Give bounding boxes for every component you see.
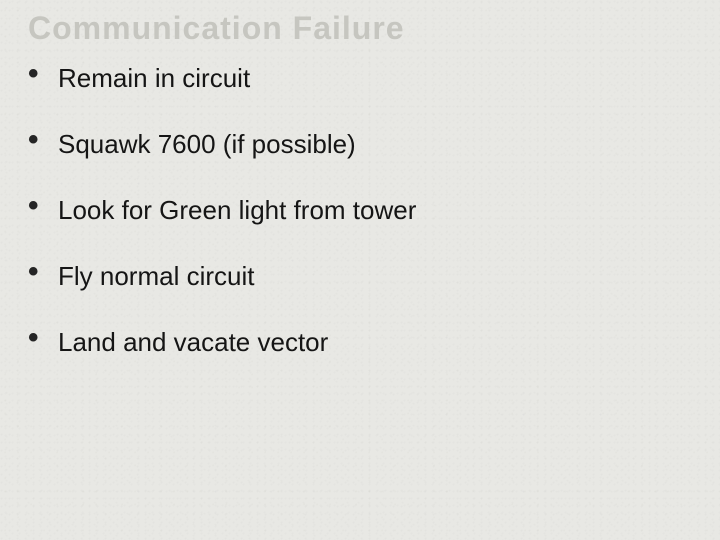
list-item-text: Squawk 7600 (if possible) [58,129,356,159]
bullet-icon: • [28,130,58,150]
bullet-list: • Remain in circuit • Squawk 7600 (if po… [28,63,692,357]
bullet-icon: • [28,64,58,84]
list-item: • Look for Green light from tower [28,195,692,225]
list-item-text: Look for Green light from tower [58,195,416,225]
list-item-text: Land and vacate vector [58,327,328,357]
slide-container: Communication Failure • Remain in circui… [0,0,720,413]
bullet-icon: • [28,262,58,282]
slide-title: Communication Failure [28,10,692,47]
list-item-text: Fly normal circuit [58,261,254,291]
list-item: • Land and vacate vector [28,327,692,357]
list-item: • Fly normal circuit [28,261,692,291]
list-item: • Squawk 7600 (if possible) [28,129,692,159]
list-item: • Remain in circuit [28,63,692,93]
bullet-icon: • [28,196,58,216]
bullet-icon: • [28,328,58,348]
list-item-text: Remain in circuit [58,63,250,93]
